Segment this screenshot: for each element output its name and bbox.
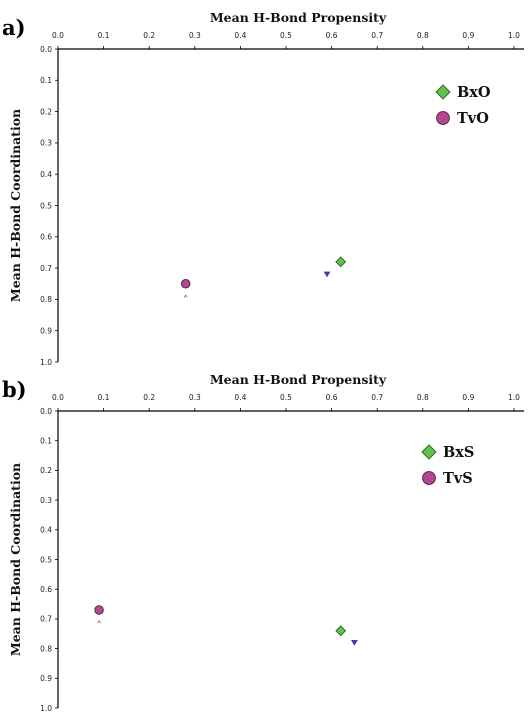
legend-label-tvo: TvO (457, 110, 489, 127)
data-point-bxo (335, 256, 347, 268)
x-tick-label: 0.7 (371, 393, 383, 402)
y-tick-label: 0.5 (40, 555, 52, 564)
legend-swatch-tvo (436, 111, 450, 125)
data-point-tvo (180, 279, 191, 289)
x-tick-label: 1.0 (508, 31, 520, 40)
x-tick-label: 0.3 (189, 31, 201, 40)
legend-swatch-tvs (422, 471, 436, 485)
y-tick-label: 0.5 (40, 201, 52, 210)
x-tick-label: 0.5 (280, 393, 292, 402)
data-point-bxs (335, 625, 347, 637)
chart-panel-b: b) Mean H-Bond Propensity Mean H-Bond Coor… (2, 372, 524, 712)
triangle-marker (351, 639, 358, 646)
x-tick-label: 0.9 (462, 393, 474, 402)
panel-label: a) (2, 15, 26, 40)
y-tick-label: 0.0 (40, 407, 52, 416)
y-tick-label: 0.7 (40, 615, 52, 624)
y-tick-label: 1.0 (40, 704, 52, 712)
y-tick-label: 0.8 (40, 644, 52, 653)
x-axis-title: Mean H-Bond Propensity (210, 10, 387, 25)
chart-panel-a: a) Mean H-Bond Propensity Mean H-Bond Coor… (2, 10, 524, 367)
y-tick-label: 0.7 (40, 264, 52, 273)
y-tick-label: 0.1 (40, 76, 52, 85)
y-tick-label: 0.4 (40, 526, 52, 535)
y-tick-label: 0.6 (40, 585, 52, 594)
y-tick-label: 0.2 (40, 466, 52, 475)
x-tick-label: 0.0 (52, 31, 64, 40)
x-axis-title: Mean H-Bond Propensity (210, 372, 387, 387)
panel-label: b) (2, 377, 27, 402)
x-tick-label: 0.4 (234, 393, 246, 402)
x-tick-label: 0.8 (417, 31, 429, 40)
legend-swatch-bxs (421, 444, 437, 460)
y-tick-label: 0.2 (40, 107, 52, 116)
data-point-tvs (94, 605, 104, 615)
y-tick-label: 0.9 (40, 674, 52, 683)
x-tick-label: 0.5 (280, 31, 292, 40)
y-tick-label: 0.6 (40, 233, 52, 242)
y-tick-label: 0.4 (40, 170, 52, 179)
y-tick-label: 0.1 (40, 437, 52, 446)
x-tick-label: 0.7 (371, 31, 383, 40)
y-tick-label: 1.0 (40, 358, 52, 367)
caret-marker (97, 619, 101, 624)
y-axis-title: Mean H-Bond Coordination (8, 463, 23, 656)
x-tick-label: 0.9 (462, 31, 474, 40)
x-tick-label: 0.2 (143, 393, 155, 402)
y-axis-title: Mean H-Bond Coordination (8, 109, 23, 302)
x-tick-label: 0.3 (189, 393, 201, 402)
x-tick-label: 1.0 (508, 393, 520, 402)
caret-marker (183, 294, 188, 298)
y-tick-label: 0.3 (40, 139, 52, 148)
x-tick-label: 0.6 (326, 31, 338, 40)
x-tick-label: 0.1 (98, 31, 110, 40)
legend-label-bxo: BxO (457, 84, 491, 101)
x-tick-label: 0.8 (417, 393, 429, 402)
legend-swatch-bxo (435, 84, 451, 100)
y-tick-label: 0.9 (40, 327, 52, 336)
y-tick-label: 0.0 (40, 45, 52, 54)
y-tick-label: 0.8 (40, 295, 52, 304)
legend-label-tvs: TvS (443, 470, 473, 487)
x-tick-label: 0.6 (326, 393, 338, 402)
legend-label-bxs: BxS (443, 444, 474, 461)
x-tick-label: 0.0 (52, 393, 64, 402)
x-tick-label: 0.2 (143, 31, 155, 40)
x-tick-label: 0.1 (98, 393, 110, 402)
triangle-marker (323, 271, 331, 278)
y-tick-label: 0.3 (40, 496, 52, 505)
x-tick-label: 0.4 (234, 31, 246, 40)
